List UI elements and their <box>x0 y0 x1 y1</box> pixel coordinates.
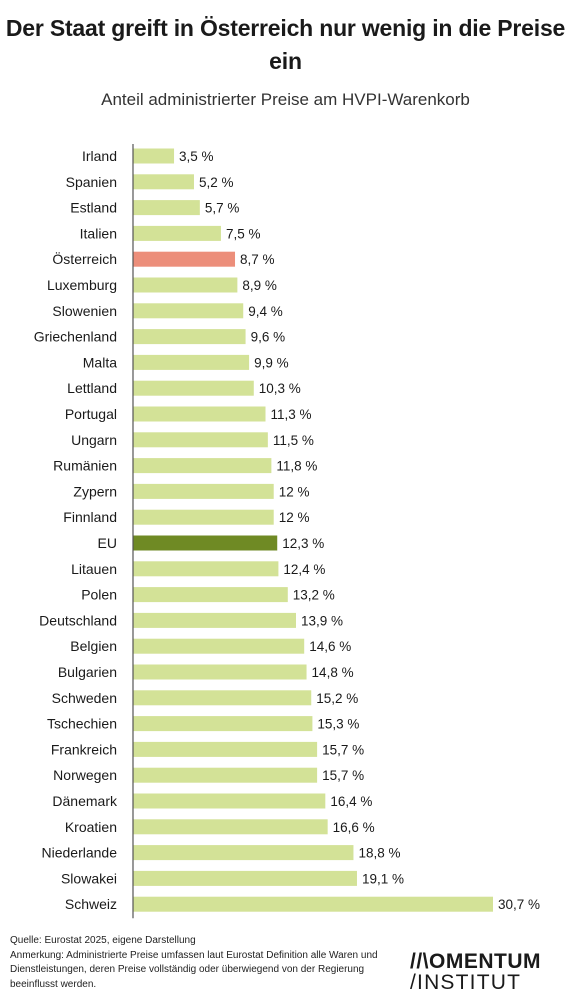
value-label-niederlande: 18,8 % <box>358 846 400 861</box>
category-label-slowenien: Slowenien <box>52 303 117 319</box>
category-label-italien: Italien <box>80 225 117 241</box>
bar-rumaenien <box>133 458 272 474</box>
chart-title: Der Staat greift in Österreich nur wenig… <box>5 15 566 74</box>
category-label-griechenland: Griechenland <box>34 329 117 345</box>
category-label-belgien: Belgien <box>70 638 117 654</box>
category-label-kroatien: Kroatien <box>65 819 117 835</box>
value-label-bulgarien: 14,8 % <box>312 665 354 680</box>
bar-lettland <box>133 380 254 396</box>
bar-belgien <box>133 638 305 654</box>
value-label-spanien: 5,2 % <box>199 175 234 190</box>
category-label-spanien: Spanien <box>66 174 117 190</box>
source-note: Quelle: Eurostat 2025, eigene Darstellun… <box>10 935 196 946</box>
value-label-italien: 7,5 % <box>226 226 261 241</box>
bar-litauen <box>133 561 279 577</box>
definition-note: Anmerkung: Administrierte Preise umfasse… <box>10 949 378 990</box>
value-label-kroatien: 16,6 % <box>333 820 375 835</box>
category-label-frankreich: Frankreich <box>51 741 117 757</box>
category-label-finnland: Finnland <box>63 509 117 525</box>
bar-kroatien <box>133 819 328 835</box>
category-label-portugal: Portugal <box>65 406 117 422</box>
momentum-institut-logo: //\OMENTUM /INSTITUT <box>410 951 565 993</box>
bar-niederlande <box>133 845 354 861</box>
logo-line-2: /INSTITUT <box>410 971 522 994</box>
value-label-daenemark: 16,4 % <box>330 794 372 809</box>
category-label-lettland: Lettland <box>67 380 117 396</box>
bar-bulgarien <box>133 664 307 680</box>
value-label-finnland: 12 % <box>279 510 310 525</box>
category-label-oesterreich: Österreich <box>52 250 117 267</box>
value-label-eu: 12,3 % <box>282 536 324 551</box>
category-label-schweden: Schweden <box>52 690 117 706</box>
category-label-daenemark: Dänemark <box>52 793 118 809</box>
bar-eu <box>133 535 278 551</box>
bar-schweden <box>133 690 312 706</box>
bar-spanien <box>133 174 194 190</box>
bar-daenemark <box>133 793 326 809</box>
bar-malta <box>133 354 250 370</box>
bar-portugal <box>133 406 266 422</box>
category-label-polen: Polen <box>81 587 117 603</box>
value-label-litauen: 12,4 % <box>283 562 325 577</box>
value-label-rumaenien: 11,8 % <box>276 459 317 474</box>
bar-frankreich <box>133 741 318 757</box>
bar-schweiz <box>133 896 493 912</box>
value-label-griechenland: 9,6 % <box>251 330 286 345</box>
value-label-oesterreich: 8,7 % <box>240 252 275 267</box>
chart-footer: Quelle: Eurostat 2025, eigene Darstellun… <box>10 934 405 992</box>
category-label-irland: Irland <box>82 148 117 164</box>
value-label-frankreich: 15,7 % <box>322 742 364 757</box>
bar-deutschland <box>133 612 296 628</box>
chart-subtitle: Anteil administrierter Preise am HVPI-Wa… <box>101 90 470 109</box>
value-label-ungarn: 11,5 % <box>273 433 314 448</box>
bar-norwegen <box>133 767 318 783</box>
category-label-litauen: Litauen <box>71 561 117 577</box>
value-label-tschechien: 15,3 % <box>317 717 359 732</box>
category-label-slowakei: Slowakei <box>61 870 117 886</box>
category-label-niederlande: Niederlande <box>42 845 118 861</box>
bar-ungarn <box>133 432 268 448</box>
value-label-deutschland: 13,9 % <box>301 613 343 628</box>
bar-italien <box>133 225 221 241</box>
value-label-belgien: 14,6 % <box>309 639 351 654</box>
value-label-slowakei: 19,1 % <box>362 871 404 886</box>
category-label-malta: Malta <box>83 354 117 370</box>
bar-slowenien <box>133 303 244 319</box>
value-label-schweden: 15,2 % <box>316 691 358 706</box>
logo-line-1: //\OMENTUM <box>410 950 541 973</box>
bar-finnland <box>133 509 274 525</box>
value-label-portugal: 11,3 % <box>271 407 312 422</box>
value-label-slowenien: 9,4 % <box>248 304 283 319</box>
value-label-estland: 5,7 % <box>205 201 240 216</box>
value-label-norwegen: 15,7 % <box>322 768 364 783</box>
bar-tschechien <box>133 716 313 732</box>
category-label-eu: EU <box>98 535 117 551</box>
value-label-schweiz: 30,7 % <box>498 897 540 912</box>
bar-estland <box>133 200 200 216</box>
category-label-luxemburg: Luxemburg <box>47 277 117 293</box>
bar-irland <box>133 148 175 164</box>
category-label-rumaenien: Rumänien <box>53 458 117 474</box>
value-label-luxemburg: 8,9 % <box>242 278 277 293</box>
value-label-polen: 13,2 % <box>293 588 335 603</box>
bar-oesterreich <box>133 251 236 267</box>
bar-griechenland <box>133 329 246 345</box>
category-label-deutschland: Deutschland <box>39 612 117 628</box>
bar-luxemburg <box>133 277 238 293</box>
category-label-zypern: Zypern <box>73 483 117 499</box>
value-label-zypern: 12 % <box>279 484 310 499</box>
category-label-schweiz: Schweiz <box>65 896 117 912</box>
category-label-bulgarien: Bulgarien <box>58 664 117 680</box>
bar-polen <box>133 587 288 603</box>
value-label-lettland: 10,3 % <box>259 381 301 396</box>
category-label-tschechien: Tschechien <box>47 716 117 732</box>
value-label-irland: 3,5 % <box>179 149 214 164</box>
category-label-ungarn: Ungarn <box>71 432 117 448</box>
bar-slowakei <box>133 870 357 886</box>
bar-zypern <box>133 483 274 499</box>
category-label-norwegen: Norwegen <box>53 767 117 783</box>
category-label-estland: Estland <box>70 200 117 216</box>
value-label-malta: 9,9 % <box>254 355 289 370</box>
bar-chart: Irland 3,5 % Spanien 5,2 % Estland 5,7 % Itali… <box>34 144 540 919</box>
